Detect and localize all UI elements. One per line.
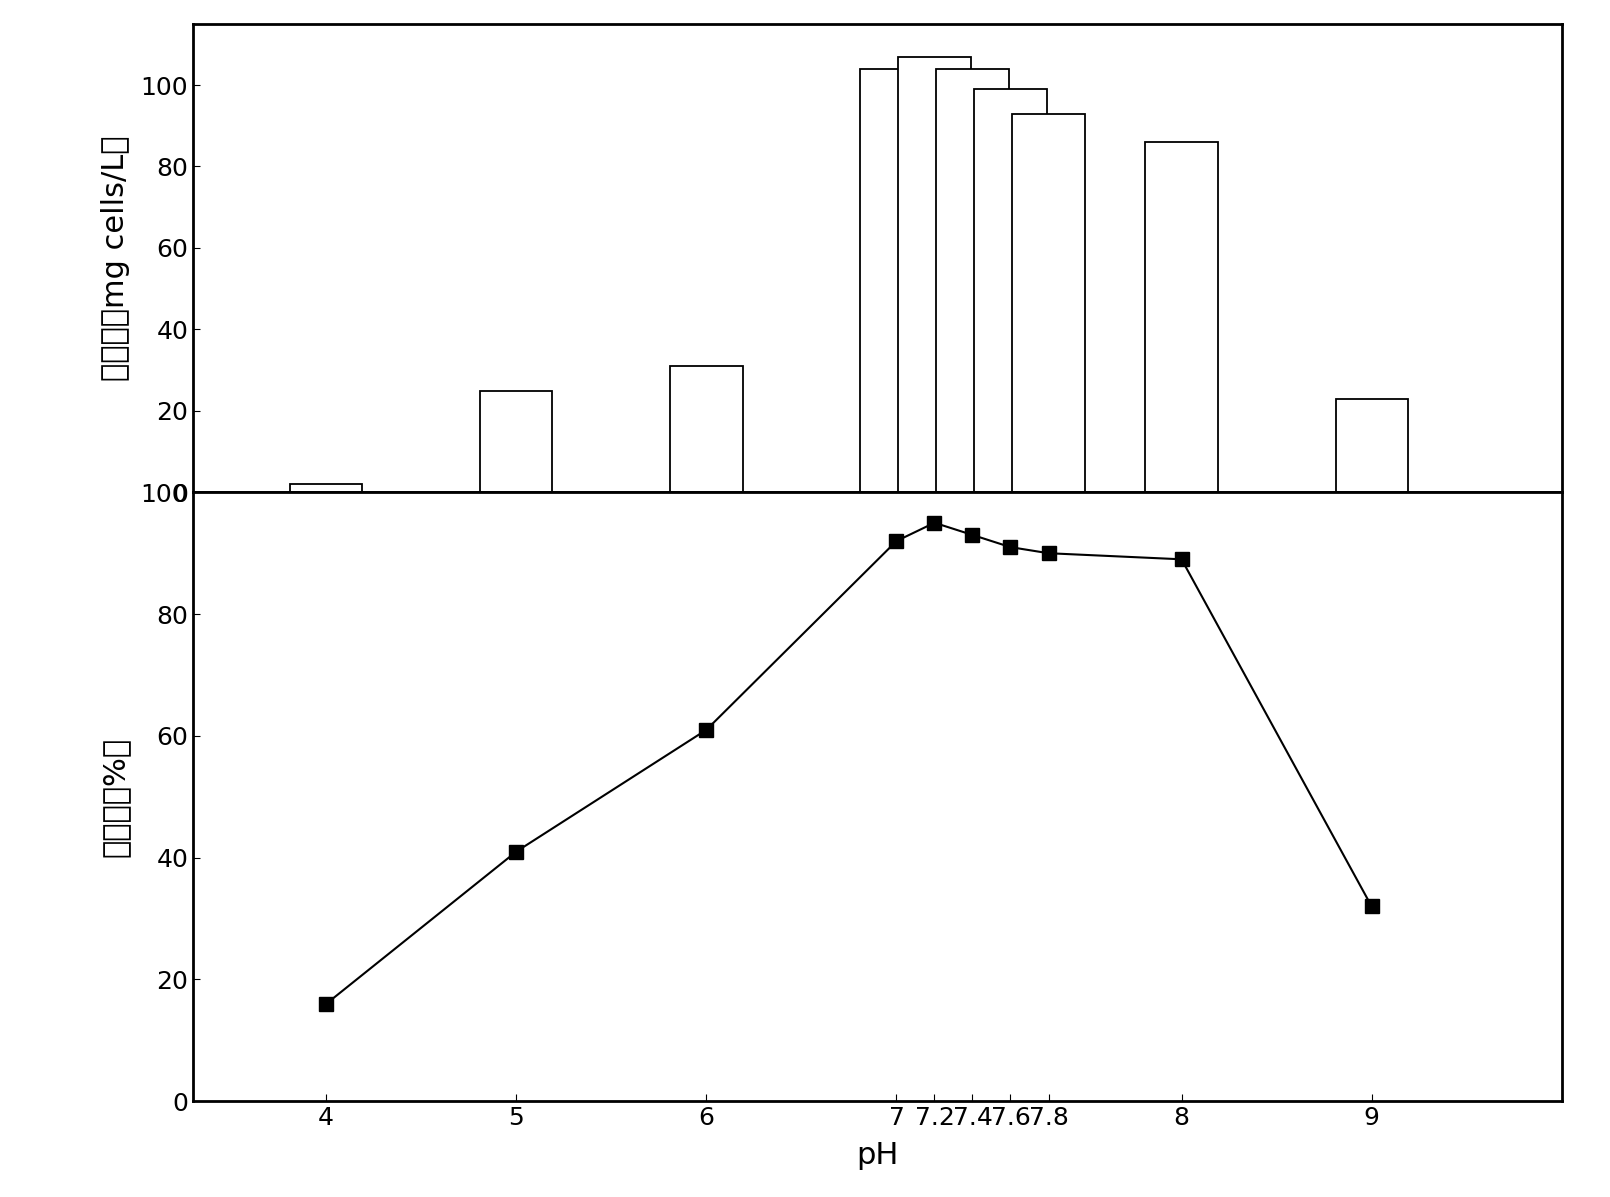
Y-axis label: 降解率（%）: 降解率（%） (100, 736, 129, 857)
Bar (937, 68, 1008, 492)
Bar (480, 390, 552, 492)
X-axis label: pH: pH (857, 1141, 898, 1171)
Bar (1336, 399, 1407, 492)
Bar (1145, 142, 1217, 492)
Bar (974, 89, 1046, 492)
Bar (1013, 114, 1085, 492)
Bar (860, 68, 932, 492)
Bar (670, 366, 742, 492)
Bar (290, 484, 362, 492)
Bar (898, 56, 971, 492)
Y-axis label: 生物量（mg cells/L）: 生物量（mg cells/L） (100, 135, 129, 381)
